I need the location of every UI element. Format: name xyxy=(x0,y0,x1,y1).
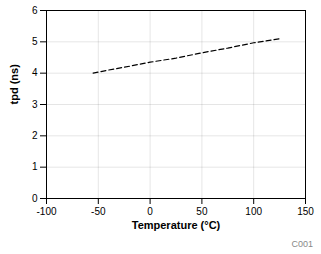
svg-text:Temperature (°C): Temperature (°C) xyxy=(132,219,221,231)
svg-text:-100: -100 xyxy=(36,206,56,217)
svg-text:100: 100 xyxy=(245,206,262,217)
svg-text:50: 50 xyxy=(196,206,208,217)
svg-text:3: 3 xyxy=(32,99,38,110)
svg-text:150: 150 xyxy=(297,206,314,217)
svg-text:2: 2 xyxy=(32,130,38,141)
svg-text:0: 0 xyxy=(147,206,153,217)
svg-text:5: 5 xyxy=(32,36,38,47)
svg-text:0: 0 xyxy=(32,193,38,204)
svg-text:1: 1 xyxy=(32,161,38,172)
html-text:C001: C001 xyxy=(291,239,313,249)
svg-text:4: 4 xyxy=(32,67,38,78)
svg-text:-50: -50 xyxy=(91,206,106,217)
svg-text:tpd (ns): tpd (ns) xyxy=(8,64,20,105)
svg-text:6: 6 xyxy=(32,5,38,16)
